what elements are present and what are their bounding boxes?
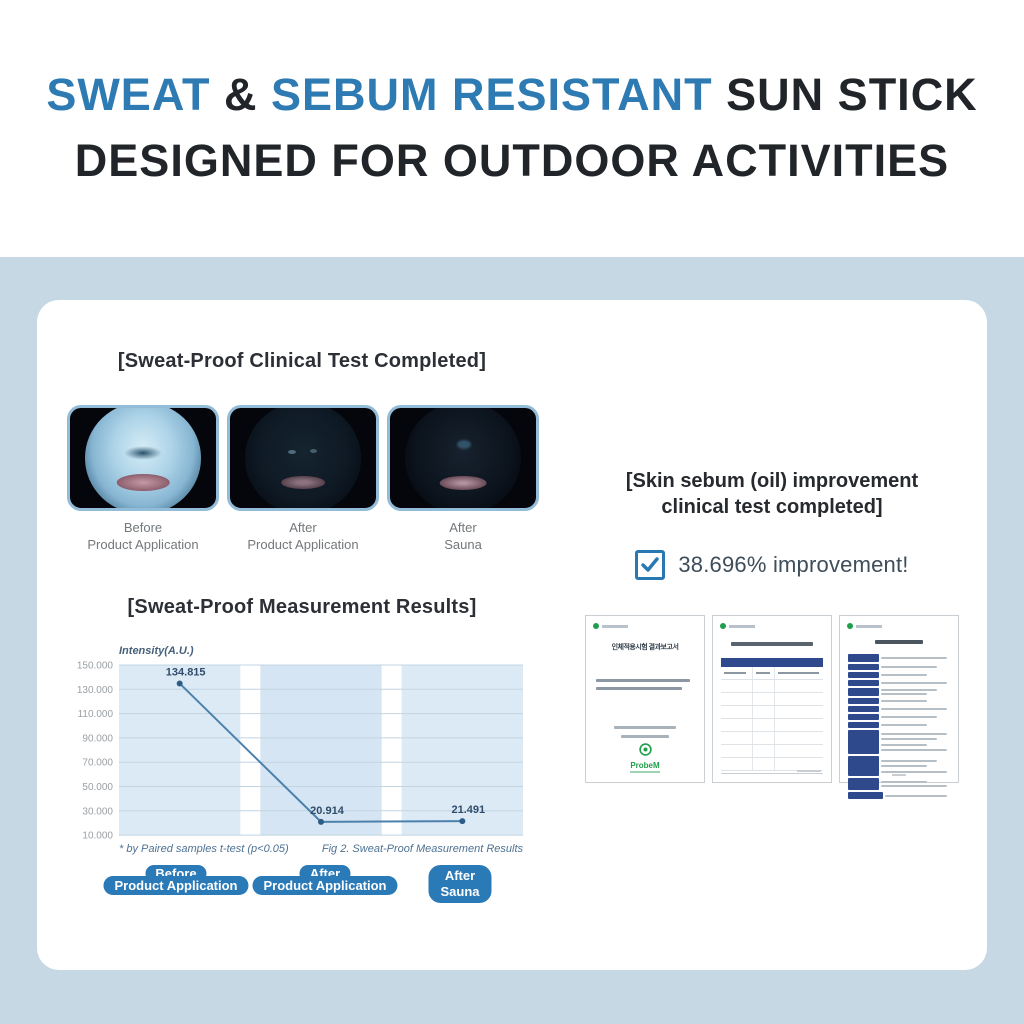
face-image: [404, 408, 522, 508]
study-details-form: [848, 654, 950, 801]
probem-logo-icon: [638, 743, 652, 756]
chart-footnotes: * by Paired samples t-test (p<0.05) Fig …: [119, 843, 523, 855]
nose-smudge: [457, 440, 472, 449]
page-title-line2: DESIGNED FOR OUTDOOR ACTIVITIES: [74, 135, 950, 186]
axis-badge-before-application: Before Product Application: [103, 865, 249, 895]
uv-photo-before-application: [67, 405, 219, 511]
report-details-page: [839, 615, 959, 799]
lab-logo: [847, 623, 882, 629]
title-sun-stick: SUN STICK: [726, 69, 978, 120]
page-number-mark: [892, 774, 906, 776]
sebum-test-heading: [Skin sebum (oil) improvement clinical t…: [625, 470, 919, 518]
uv-photo-after-application: [227, 405, 379, 511]
improvement-text: 38.696% improvement!: [678, 552, 909, 577]
uv-photo-after-sauna: [387, 405, 539, 511]
svg-text:10.000: 10.000: [82, 831, 113, 842]
photo-label-before: Before Product Application: [87, 520, 199, 552]
clinical-report-thumbnails: 인체적용시험 결과보고서 ProbeM: [585, 615, 959, 799]
title-sebum-resistant: SEBUM RESISTANT: [270, 69, 727, 120]
measurement-results-heading: [Sweat-Proof Measurement Results]: [127, 596, 477, 618]
page-footer-rule: [721, 773, 823, 774]
checkbox-checked-icon: [635, 550, 666, 580]
svg-text:110.000: 110.000: [78, 709, 114, 720]
logo-dot-icon: [847, 623, 853, 629]
details-page-title-placeholder: [875, 640, 923, 644]
report-title-korean: 인체적용시험 결과보고서: [611, 644, 679, 651]
lab-logo: [720, 623, 755, 629]
report-table-page: [712, 615, 832, 783]
logo-text-placeholder: [602, 624, 628, 628]
probem-logo: ProbeM: [586, 743, 704, 773]
lab-logo: [593, 623, 628, 629]
svg-text:50.000: 50.000: [82, 782, 113, 793]
checkmark-icon: [641, 557, 660, 572]
logo-text-placeholder: [729, 624, 755, 628]
svg-text:21.491: 21.491: [452, 804, 486, 816]
probem-tagline-placeholder: [630, 771, 660, 773]
svg-text:90.000: 90.000: [82, 733, 113, 744]
sweat-proof-line-chart: 150.000 130.000 110.000 90.000 70.000 50.000 3…: [77, 645, 523, 842]
sebum-improvement-section: [Skin sebum (oil) improvement clinical t…: [557, 300, 987, 970]
svg-text:20.914: 20.914: [310, 805, 345, 817]
face-image: [244, 408, 362, 508]
svg-text:134.815: 134.815: [166, 666, 206, 678]
svg-text:150.000: 150.000: [77, 661, 114, 672]
title-sweat: SWEAT: [46, 69, 224, 120]
nose-shadow: [124, 446, 162, 460]
sweat-proof-test-heading: [Sweat-Proof Clinical Test Completed]: [117, 350, 487, 372]
table-page-title-placeholder: [731, 642, 813, 646]
photo-label-after-sauna: After Sauna: [444, 520, 482, 552]
improvement-row: 38.696% improvement!: [557, 550, 987, 580]
footnote-fig2: Fig 2. Sweat-Proof Measurement Results: [321, 843, 523, 855]
axis-badge-after-sauna: After Sauna: [428, 865, 492, 903]
svg-text:130.000: 130.000: [77, 685, 114, 696]
highlight-speck: [310, 449, 318, 453]
footnote-ttest: * by Paired samples t-test (p<0.05): [119, 843, 289, 855]
lips: [116, 474, 170, 491]
page-title: SWEAT & SEBUM RESISTANT SUN STICK DESIGN…: [0, 62, 1024, 194]
page-footer-mark: [797, 770, 821, 772]
lips: [439, 476, 487, 490]
logo-dot-icon: [720, 623, 726, 629]
report-meta-lines: [586, 720, 704, 738]
logo-dot-icon: [593, 623, 599, 629]
axis-badge-after-application: After Product Application: [252, 865, 398, 895]
page-title-line1: SWEAT & SEBUM RESISTANT SUN STICK: [0, 62, 1024, 128]
logo-text-placeholder: [856, 624, 882, 628]
report-abstract-lines: [596, 674, 694, 690]
svg-text:70.000: 70.000: [82, 758, 113, 769]
content-card: [Sweat-Proof Clinical Test Completed] Be…: [37, 300, 987, 970]
svg-text:Intensity(A.U.): Intensity(A.U.): [119, 645, 194, 657]
title-amp: &: [223, 69, 271, 120]
svg-text:30.000: 30.000: [82, 806, 113, 817]
results-table: [721, 658, 823, 771]
report-cover-page: 인체적용시험 결과보고서 ProbeM: [585, 615, 705, 783]
lips: [281, 476, 325, 489]
highlight-speck: [288, 450, 297, 454]
photo-label-after: After Product Application: [247, 520, 359, 552]
